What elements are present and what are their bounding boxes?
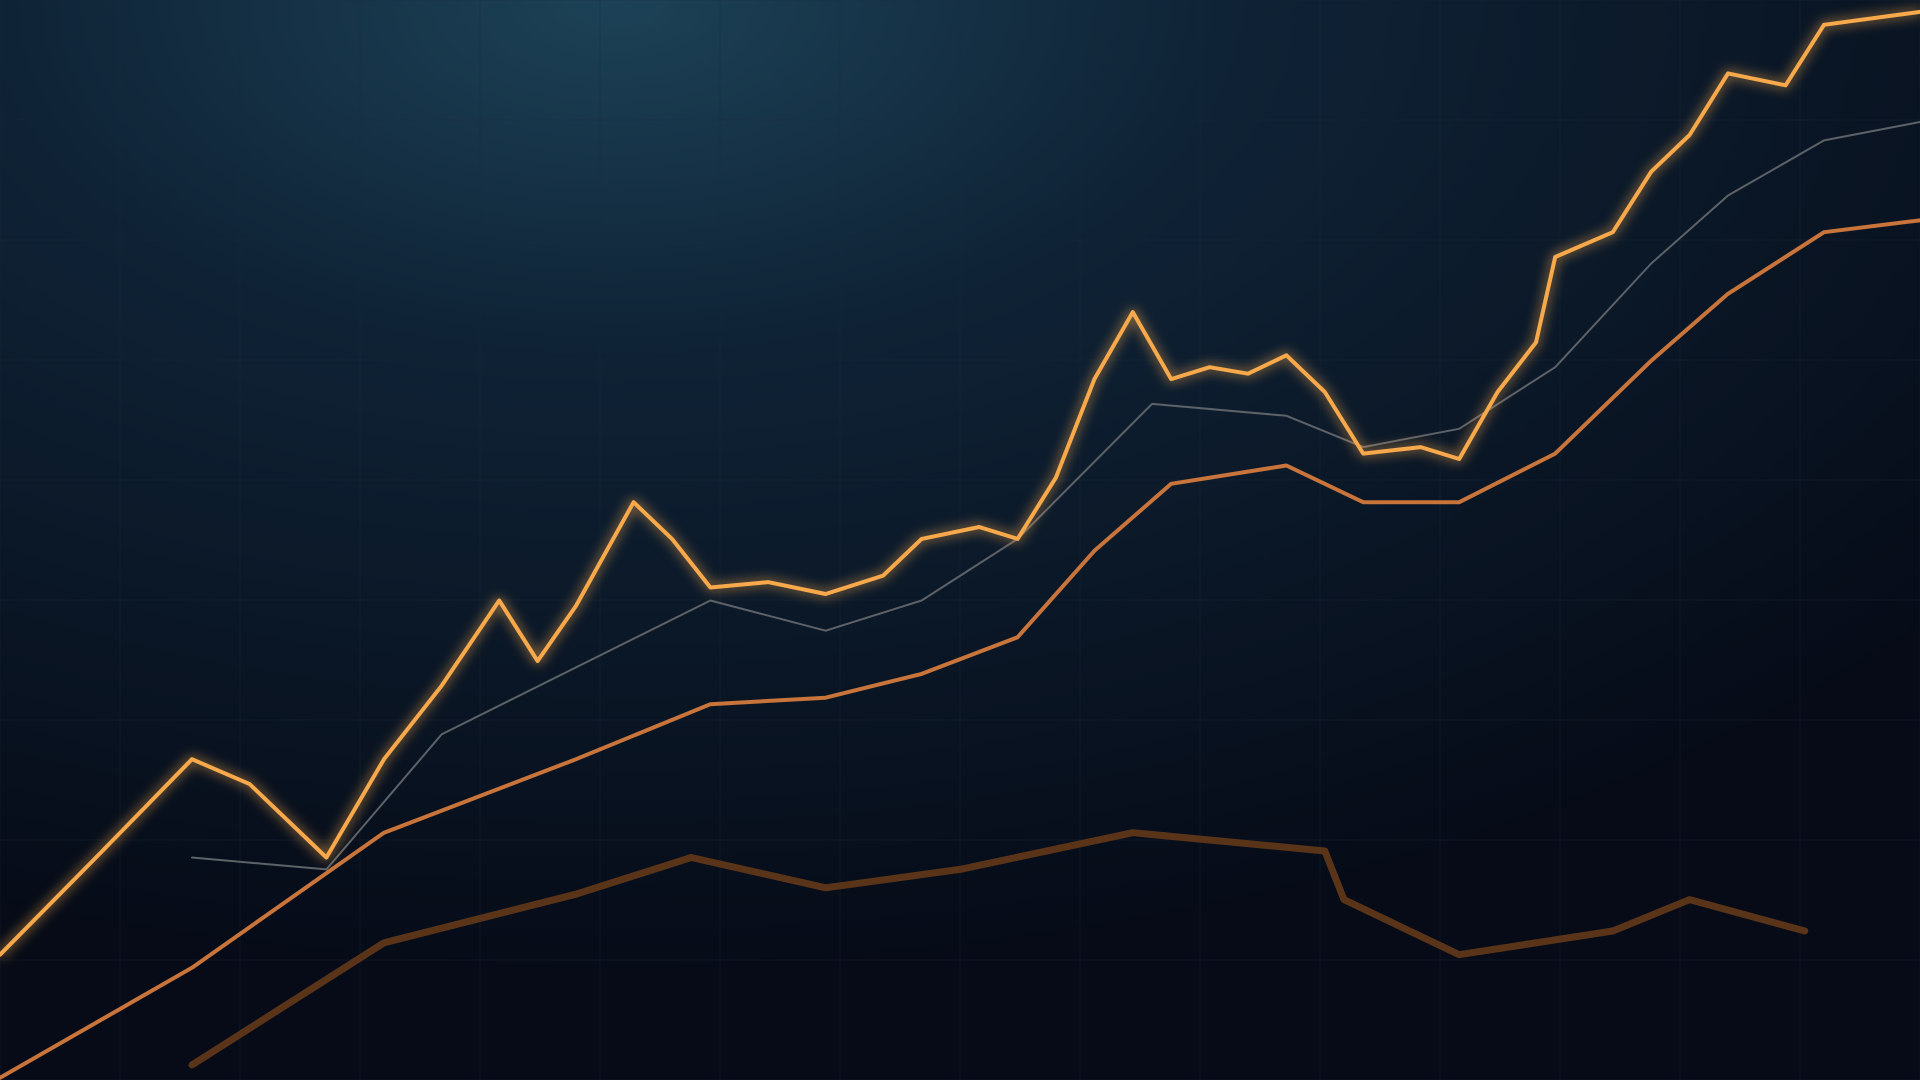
series-line [188, 829, 1809, 1069]
series-line [0, 9, 1920, 957]
series-line [191, 121, 1920, 871]
series-line [0, 218, 1920, 1080]
lines [0, 9, 1920, 1080]
